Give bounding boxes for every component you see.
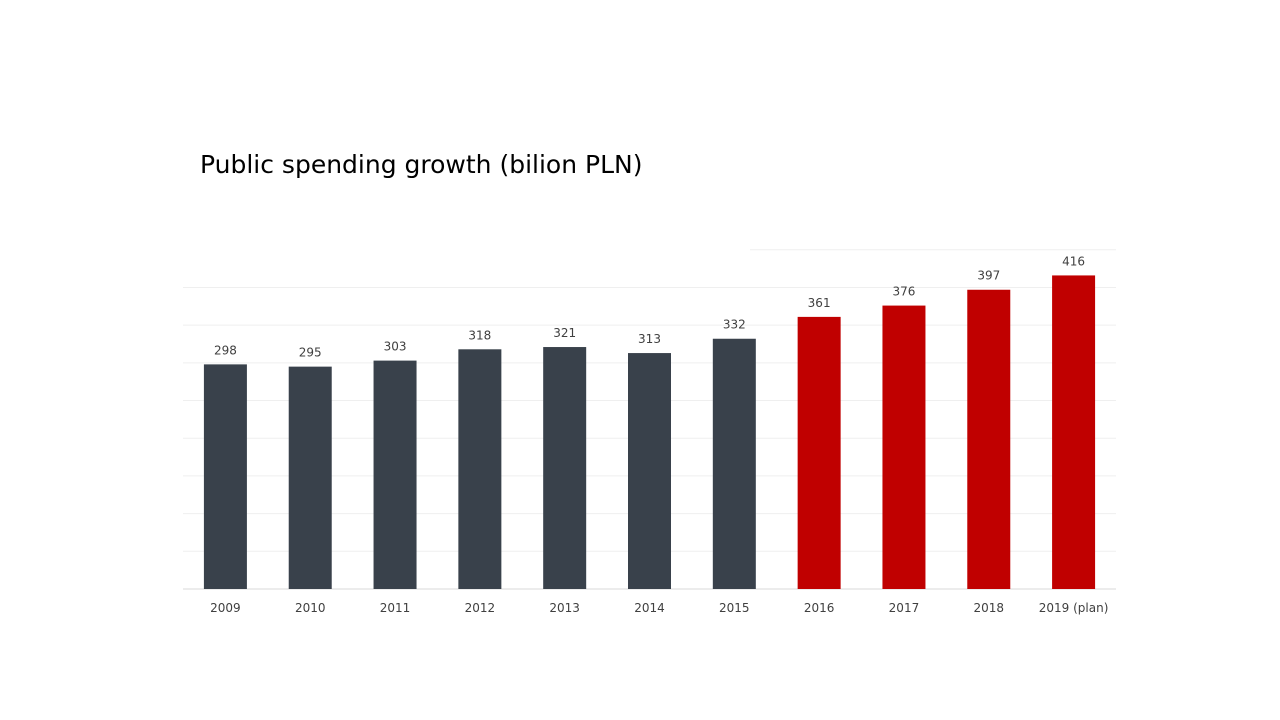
data-label: 332 (723, 318, 746, 332)
bar-2016 (797, 316, 841, 589)
data-label: 303 (384, 340, 407, 354)
x-tick-labels: 2009 2010 2011 2012 2013 2014 2015 2016 2017 2018… (210, 601, 1108, 615)
data-label: 397 (977, 269, 1000, 283)
bar-2014 (628, 353, 671, 589)
x-tick-label: 2009 (210, 601, 241, 615)
x-tick-label: 2012 (465, 601, 496, 615)
x-tick-label: 2019 (plan) (1039, 601, 1109, 615)
x-tick-label: 2018 (973, 601, 1004, 615)
bar-2019 (1052, 275, 1096, 589)
x-tick-label: 2015 (719, 601, 750, 615)
data-label: 313 (638, 332, 661, 346)
value-labels: 298 295 303 318 321 313 332 361 376 397 416 (214, 254, 1085, 359)
x-tick-label: 2013 (549, 601, 580, 615)
x-tick-label: 2017 (889, 601, 920, 615)
bar-2015 (712, 338, 756, 589)
data-label: 318 (468, 328, 491, 342)
bar-2011 (373, 360, 417, 589)
bar-2009 (203, 364, 247, 589)
data-label: 298 (214, 343, 237, 357)
chart-title: Public spending growth (bilion PLN) (200, 150, 643, 179)
bar-2017 (882, 305, 926, 589)
bar-2013 (543, 347, 587, 589)
bar-2012 (458, 349, 502, 589)
x-tick-label: 2010 (295, 601, 326, 615)
data-label: 361 (808, 296, 831, 310)
bar-2010 (288, 366, 332, 589)
x-tick-label: 2014 (634, 601, 665, 615)
bars (203, 275, 1096, 589)
x-tick-label: 2011 (380, 601, 411, 615)
data-label: 295 (299, 346, 322, 360)
data-label: 321 (553, 326, 576, 340)
data-label: 376 (893, 285, 916, 299)
data-label: 416 (1062, 254, 1085, 268)
bar-2018 (967, 289, 1011, 589)
x-tick-label: 2016 (804, 601, 835, 615)
